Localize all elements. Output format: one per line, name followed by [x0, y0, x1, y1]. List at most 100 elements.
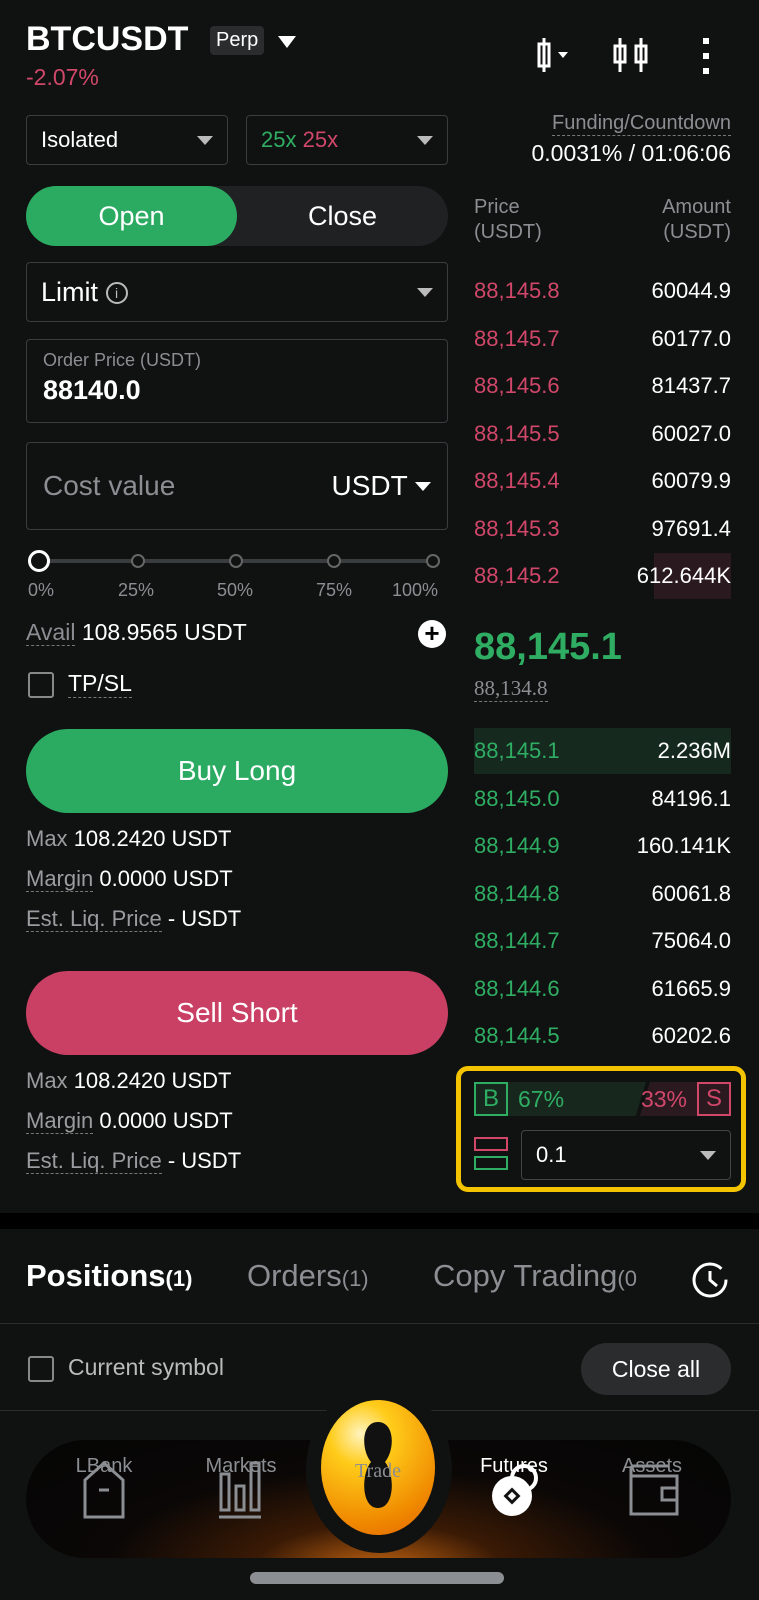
ask-row[interactable]: 88,145.4 60079.9 — [474, 458, 731, 504]
history-icon[interactable] — [690, 1260, 730, 1300]
add-funds-icon[interactable]: + — [418, 620, 446, 648]
close-all-button[interactable]: Close all — [581, 1343, 731, 1395]
precision-select[interactable]: 0.1 — [521, 1130, 731, 1180]
ask-row[interactable]: 88,145.6 81437.7 — [474, 363, 731, 409]
more-menu-icon[interactable] — [700, 36, 712, 76]
nav-trade[interactable]: Trade — [355, 1460, 401, 1482]
nav-markets[interactable]: Markets — [205, 1455, 277, 1477]
liq-price-value: - USDT — [167, 1148, 242, 1173]
perp-badge: Perp — [210, 26, 265, 55]
order-price-input[interactable]: Order Price (USDT) 88140.0 — [26, 339, 448, 423]
liq-price-label[interactable]: Est. Liq. Price — [26, 1148, 162, 1174]
open-close-toggle: Open Close — [26, 186, 448, 246]
row-price: 88,144.6 — [474, 975, 560, 1001]
buy-long-button[interactable]: Buy Long — [26, 729, 448, 813]
bid-row[interactable]: 88,144.7 75064.0 — [474, 918, 731, 964]
leverage-value: 25x 25x — [261, 127, 338, 153]
compare-chart-icon[interactable] — [612, 36, 654, 74]
price-header-line: Price — [474, 196, 520, 218]
nav-lbank[interactable]: LBank — [75, 1455, 133, 1477]
current-symbol-checkbox[interactable] — [28, 1356, 54, 1382]
row-price: 88,144.7 — [474, 928, 560, 953]
ask-depth-bar — [654, 553, 731, 599]
buy-badge: B — [474, 1082, 508, 1116]
slider-tick[interactable] — [131, 554, 145, 568]
futures-icon — [492, 1464, 538, 1516]
tab-label: Copy Trading — [433, 1258, 618, 1293]
order-type-select[interactable]: Limit i — [26, 262, 448, 322]
slider-tick[interactable] — [229, 554, 243, 568]
info-icon[interactable]: i — [105, 281, 128, 304]
symbol-title[interactable]: BTCUSDT — [26, 20, 189, 58]
open-tab[interactable]: Open — [26, 186, 237, 246]
ask-row[interactable]: 88,145.5 60027.0 — [474, 411, 731, 457]
ask-row[interactable]: 88,145.8 60044.9 — [474, 268, 731, 314]
sell-info: Max 108.2420 USDT Margin 0.0000 USDT Est… — [26, 1061, 241, 1181]
cost-placeholder: Cost value — [43, 470, 176, 501]
slider-tick[interactable] — [426, 554, 440, 568]
markets-icon — [219, 1461, 261, 1519]
slider-handle[interactable] — [28, 550, 50, 572]
row-price: 88,145.5 — [474, 420, 560, 446]
funding-value: 0.0031% / 01:06:06 — [531, 140, 732, 166]
ask-row[interactable]: 88,145.3 97691.4 — [474, 506, 731, 552]
sell-short-button[interactable]: Sell Short — [26, 971, 448, 1055]
orderbook-layout-icon[interactable] — [474, 1137, 508, 1171]
chevron-down-icon — [415, 482, 431, 491]
row-amount: 60177.0 — [651, 325, 731, 351]
row-price: 88,145.8 — [474, 278, 560, 303]
slider-tick[interactable] — [327, 554, 341, 568]
tab-orders[interactable]: Orders(1) — [247, 1258, 369, 1294]
tab-positions[interactable]: Positions(1) — [26, 1258, 192, 1294]
symbol-dropdown-icon[interactable] — [278, 36, 296, 48]
ask-row[interactable]: 88,145.2 612.644K — [474, 553, 731, 599]
avail-label[interactable]: Avail — [26, 619, 76, 646]
chevron-down-icon — [197, 135, 213, 145]
margin-label[interactable]: Margin — [26, 1108, 94, 1134]
cost-unit: USDT — [331, 470, 408, 501]
trade-logo-button[interactable] — [321, 1400, 435, 1535]
margin-mode-value: Isolated — [41, 127, 119, 152]
tpsl-label[interactable]: TP/SL — [68, 670, 132, 698]
funding-label[interactable]: Funding/Countdown — [551, 112, 731, 136]
buy-ratio-fill — [474, 1082, 646, 1116]
nav-futures[interactable]: Futures — [480, 1455, 548, 1477]
amount-header-line: Amount — [662, 196, 731, 218]
divider — [0, 1323, 759, 1324]
close-tab[interactable]: Close — [307, 200, 378, 231]
ask-row[interactable]: 88,145.7 60177.0 — [474, 316, 731, 362]
order-price-value: 88140.0 — [43, 375, 141, 405]
nav-assets[interactable]: Assets — [621, 1455, 683, 1477]
bid-row[interactable]: 88,144.8 60061.8 — [474, 871, 731, 917]
precision-value: 0.1 — [536, 1142, 567, 1167]
bid-row[interactable]: 88,144.6 61665.9 — [474, 966, 731, 1012]
mark-price[interactable]: 88,134.8 — [474, 676, 548, 702]
candlestick-chart-icon[interactable] — [536, 36, 578, 74]
tpsl-checkbox[interactable] — [28, 672, 54, 698]
bid-row[interactable]: 88,144.5 60202.6 — [474, 1013, 731, 1059]
order-type-value: Limit i — [41, 277, 128, 308]
bid-row[interactable]: 88,145.0 84196.1 — [474, 776, 731, 822]
order-type-label: Limit — [41, 276, 99, 307]
buy-ratio: 67% — [518, 1086, 565, 1112]
tab-count: (1) — [165, 1266, 193, 1291]
cost-value-input[interactable]: Cost value USDT — [26, 442, 448, 530]
last-price: 88,145.1 — [474, 626, 622, 668]
margin-label[interactable]: Margin — [26, 866, 94, 892]
row-amount: 60061.8 — [651, 880, 731, 906]
tab-copy-trading[interactable]: Copy Trading(0 — [433, 1258, 668, 1294]
row-amount: 2.236M — [657, 738, 731, 763]
home-icon — [83, 1460, 125, 1519]
row-amount: 60202.6 — [651, 1023, 731, 1048]
slider-label: 25% — [118, 580, 155, 600]
margin-mode-select[interactable]: Isolated — [26, 115, 228, 165]
bid-row[interactable]: 88,145.1 2.236M — [474, 728, 731, 774]
tab-count: (0 — [617, 1266, 637, 1291]
cost-unit-select[interactable]: USDT — [331, 470, 431, 502]
bid-row[interactable]: 88,144.9 160.141K — [474, 823, 731, 869]
liq-price-label[interactable]: Est. Liq. Price — [26, 906, 162, 932]
price-change: -2.07% — [26, 64, 99, 90]
home-indicator[interactable] — [250, 1572, 504, 1584]
leverage-select[interactable]: 25x 25x — [246, 115, 448, 165]
row-price: 88,145.1 — [474, 738, 560, 763]
